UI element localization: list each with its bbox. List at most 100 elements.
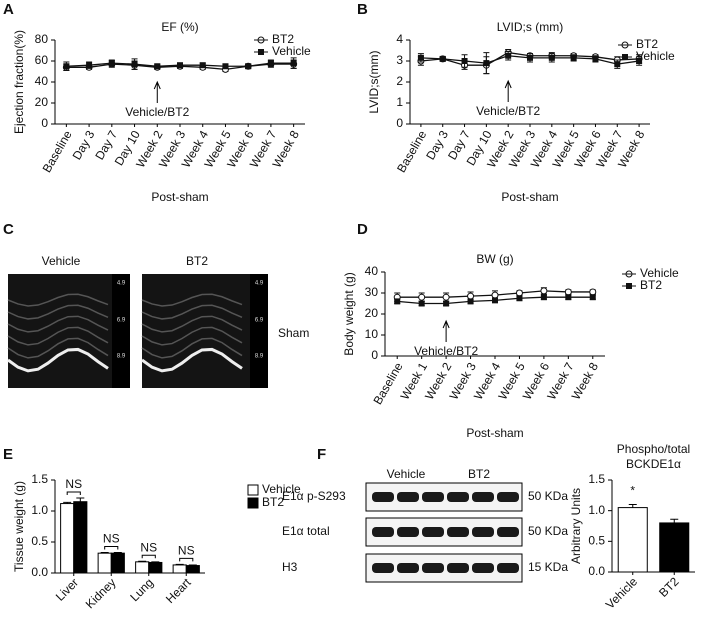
- blot-band: [447, 492, 469, 502]
- marker: [548, 54, 555, 61]
- annotation: NS: [103, 532, 120, 546]
- size-label: 50 KDa: [528, 489, 568, 503]
- y-tick-label: 0.5: [31, 534, 48, 548]
- bar: [617, 507, 648, 573]
- marker: [418, 300, 425, 307]
- blot-band: [422, 563, 444, 573]
- x-axis-label: Post-sham: [501, 190, 558, 204]
- marker: [394, 298, 401, 305]
- marker: [540, 287, 548, 295]
- y-tick-label: 4: [396, 32, 403, 46]
- x-tick-label: Baseline: [394, 128, 429, 175]
- echo-trace: [7, 293, 109, 307]
- y-tick-label: 0: [371, 348, 378, 362]
- size-label: 50 KDa: [528, 524, 568, 538]
- panel-letter: C: [3, 221, 14, 238]
- bar: [73, 501, 88, 574]
- marker: [516, 295, 523, 302]
- size-label: 15 KDa: [528, 560, 568, 574]
- group-label: BT2: [468, 467, 490, 481]
- y-tick-label: 80: [35, 32, 49, 46]
- marker: [442, 293, 450, 301]
- blot-band: [372, 527, 394, 537]
- x-axis-label: Post-sham: [466, 426, 523, 440]
- y-tick-label: 0.0: [31, 565, 48, 579]
- marker: [245, 63, 252, 70]
- bracket: [104, 546, 119, 550]
- y-tick-label: 1.5: [588, 472, 605, 486]
- marker: [491, 291, 499, 299]
- legend-swatch: [247, 497, 259, 509]
- echo-image: [8, 274, 130, 388]
- x-tick-label: Heart: [163, 575, 194, 606]
- depth-mark: 4.9: [117, 281, 126, 287]
- echo-trace: [7, 337, 109, 359]
- legend-label: BT2: [640, 278, 662, 292]
- blot-band: [472, 527, 494, 537]
- marker: [492, 297, 498, 304]
- blot-band: [397, 527, 419, 537]
- marker: [222, 63, 229, 70]
- marker: [267, 60, 274, 67]
- depth-mark: 6.9: [117, 318, 126, 324]
- blot-band: [447, 563, 469, 573]
- marker: [527, 54, 533, 61]
- depth-mark: 8.9: [117, 354, 126, 360]
- error-bar: [628, 504, 637, 508]
- marker: [570, 54, 577, 61]
- chart-title: EF (%): [161, 20, 198, 34]
- annotation: Vehicle/BT2: [125, 105, 189, 119]
- y-tick-label: 1.0: [588, 503, 605, 517]
- bracket: [66, 491, 81, 495]
- marker: [592, 55, 599, 62]
- y-tick-label: 30: [365, 285, 379, 299]
- error-bar: [670, 518, 679, 523]
- y-tick-label: 40: [365, 264, 379, 278]
- y-axis-label: Tissue weight (g): [12, 481, 26, 572]
- blot-band: [497, 563, 519, 573]
- echo-trace: [141, 326, 243, 346]
- marker: [540, 294, 547, 301]
- y-axis-label: Body weight (g): [342, 272, 356, 355]
- marker: [418, 293, 426, 301]
- echo-trace: [7, 347, 109, 373]
- marker: [417, 54, 424, 61]
- legend-label: Vehicle: [272, 44, 311, 58]
- blot-band: [372, 563, 394, 573]
- blot-band: [497, 492, 519, 502]
- image-label: Vehicle: [42, 254, 81, 268]
- annotation: Vehicle/BT2: [476, 104, 540, 118]
- blot-band: [397, 492, 419, 502]
- blot-band: [422, 527, 444, 537]
- y-tick-label: 0: [41, 116, 48, 130]
- echo-trace: [141, 293, 243, 307]
- blot-band: [472, 492, 494, 502]
- depth-mark: 8.9: [255, 354, 264, 360]
- marker: [565, 294, 572, 301]
- y-tick-label: 0.0: [588, 564, 605, 578]
- echo-trace: [141, 304, 243, 320]
- y-tick-label: 2: [396, 74, 403, 88]
- arrow: [153, 80, 161, 103]
- row-label: E1α p-S293: [282, 489, 346, 503]
- chart-title: BCKDE1α: [626, 457, 681, 471]
- bar: [659, 522, 690, 573]
- blot-band: [497, 527, 519, 537]
- marker: [614, 61, 621, 68]
- legend-label: Vehicle: [262, 482, 301, 496]
- bar: [135, 561, 150, 574]
- bar: [60, 503, 75, 574]
- annotation: NS: [140, 540, 157, 554]
- blot-band: [397, 563, 419, 573]
- group-label: Vehicle: [387, 467, 426, 481]
- x-tick-label: BT2: [656, 574, 682, 600]
- bar: [172, 564, 187, 574]
- x-tick-label: Vehicle: [603, 574, 640, 611]
- y-tick-label: 60: [35, 53, 49, 67]
- x-tick-label: Liver: [53, 575, 81, 603]
- echo-trace: [7, 304, 109, 320]
- echo-image: [142, 274, 268, 388]
- marker: [443, 300, 450, 307]
- bar: [110, 552, 125, 574]
- y-axis-label: Ejection fraction(%): [12, 30, 26, 134]
